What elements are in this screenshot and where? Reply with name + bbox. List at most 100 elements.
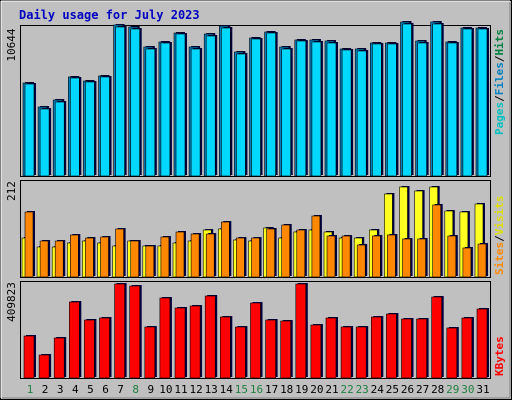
hits-bar bbox=[356, 50, 367, 177]
sites-bar bbox=[24, 211, 34, 278]
sites-bar bbox=[70, 234, 79, 278]
sites-bar bbox=[402, 238, 411, 278]
hits-bar bbox=[281, 48, 292, 177]
mid-max-label: 212 bbox=[5, 181, 18, 201]
hits-bar bbox=[160, 42, 171, 177]
hits-bar bbox=[205, 35, 216, 177]
sites-bar bbox=[281, 224, 291, 278]
day-label: 11 bbox=[174, 383, 187, 396]
sites-bar bbox=[115, 228, 124, 278]
legend-kbytes: KBytes bbox=[493, 336, 506, 376]
kbytes-bar bbox=[159, 297, 171, 379]
sites-bar bbox=[130, 240, 139, 278]
sites-bar bbox=[326, 235, 336, 278]
kbytes-bar bbox=[84, 319, 95, 379]
kbytes-bar bbox=[310, 324, 322, 379]
kbytes-bar bbox=[461, 317, 473, 379]
kbytes-bars bbox=[23, 283, 489, 379]
legend-hits: Hits bbox=[493, 29, 506, 56]
hits-bar bbox=[221, 27, 231, 177]
kbytes-bar bbox=[340, 326, 352, 379]
day-label: 5 bbox=[87, 383, 94, 396]
chart-title: Daily usage for July 2023 bbox=[19, 8, 200, 22]
hits-bar bbox=[85, 81, 95, 177]
day-label: 20 bbox=[310, 383, 323, 396]
hits-bar bbox=[236, 53, 246, 177]
legend-top: Pages/Files/Hits bbox=[493, 29, 506, 135]
sites-bar bbox=[447, 235, 457, 278]
day-label: 27 bbox=[416, 383, 429, 396]
legend-sep-2: / bbox=[493, 55, 506, 62]
kbytes-bar bbox=[280, 320, 292, 379]
day-label: 17 bbox=[265, 383, 278, 396]
sites-bar bbox=[54, 240, 64, 278]
top-max-label: 10644 bbox=[5, 28, 18, 61]
kbytes-bar bbox=[325, 317, 337, 379]
hits-bar bbox=[462, 28, 473, 177]
day-label: 9 bbox=[147, 383, 154, 396]
day-label: 26 bbox=[401, 383, 414, 396]
hits-bar bbox=[296, 40, 307, 177]
sites-bar bbox=[145, 245, 155, 278]
kbytes-bar bbox=[220, 316, 231, 379]
kbytes-bar bbox=[38, 354, 50, 379]
hits-bar bbox=[311, 41, 322, 177]
hits-bar bbox=[39, 108, 50, 177]
kbytes-bar bbox=[53, 337, 65, 379]
hits-bar bbox=[190, 48, 201, 177]
kbytes-bar bbox=[129, 285, 140, 379]
sites-bar bbox=[311, 215, 321, 278]
hits-bar bbox=[371, 43, 382, 177]
hits-bar bbox=[100, 76, 110, 177]
sites-bar bbox=[266, 228, 275, 278]
hits-bar bbox=[387, 43, 397, 177]
kbytes-bar bbox=[265, 319, 276, 379]
hits-bar bbox=[477, 28, 488, 177]
hits-bar bbox=[326, 42, 337, 177]
hits-bar bbox=[341, 49, 352, 177]
kbytes-bar bbox=[69, 301, 80, 379]
kbytes-bar bbox=[204, 295, 216, 379]
hits-bar bbox=[402, 23, 412, 177]
hits-bar bbox=[70, 77, 80, 177]
hits-files-bars bbox=[22, 21, 489, 177]
day-label: 4 bbox=[72, 383, 79, 396]
kbytes-bar bbox=[401, 318, 412, 379]
hits-bar bbox=[145, 48, 156, 177]
bot-max-label: 409823 bbox=[5, 282, 18, 322]
sites-bar bbox=[100, 236, 109, 278]
sites-bar bbox=[85, 237, 94, 278]
day-label: 10 bbox=[159, 383, 172, 396]
sites-bar bbox=[251, 237, 260, 278]
kbytes-bar bbox=[416, 318, 427, 379]
kbytes-bar bbox=[189, 305, 201, 379]
sites-bar bbox=[371, 235, 381, 278]
legend-middle: Sites/Visits bbox=[493, 196, 506, 276]
sites-bar bbox=[341, 235, 351, 278]
day-label: 14 bbox=[220, 383, 234, 396]
kbytes-bar bbox=[235, 326, 246, 379]
day-label: 15 bbox=[235, 383, 248, 396]
day-label: 7 bbox=[117, 383, 124, 396]
kbytes-bar bbox=[386, 313, 397, 379]
sites-bar bbox=[296, 229, 306, 278]
sites-bar bbox=[417, 238, 426, 278]
day-label: 16 bbox=[250, 383, 263, 396]
kbytes-bar bbox=[23, 335, 35, 379]
hits-bar bbox=[115, 26, 125, 177]
sites-bar bbox=[462, 247, 472, 278]
day-label: 23 bbox=[356, 383, 369, 396]
kbytes-bar bbox=[114, 283, 125, 379]
legend-files: Files bbox=[493, 62, 506, 95]
day-label: 30 bbox=[461, 383, 474, 396]
hits-bar bbox=[447, 42, 458, 177]
day-label: 2 bbox=[42, 383, 49, 396]
sites-bar bbox=[175, 231, 185, 278]
kbytes-bar bbox=[144, 326, 156, 379]
sites-bar bbox=[432, 204, 442, 278]
kbytes-bar bbox=[355, 326, 367, 379]
day-label: 24 bbox=[371, 383, 385, 396]
kbytes-bar bbox=[250, 302, 261, 379]
day-label: 28 bbox=[431, 383, 444, 396]
kbytes-bar bbox=[174, 307, 186, 379]
